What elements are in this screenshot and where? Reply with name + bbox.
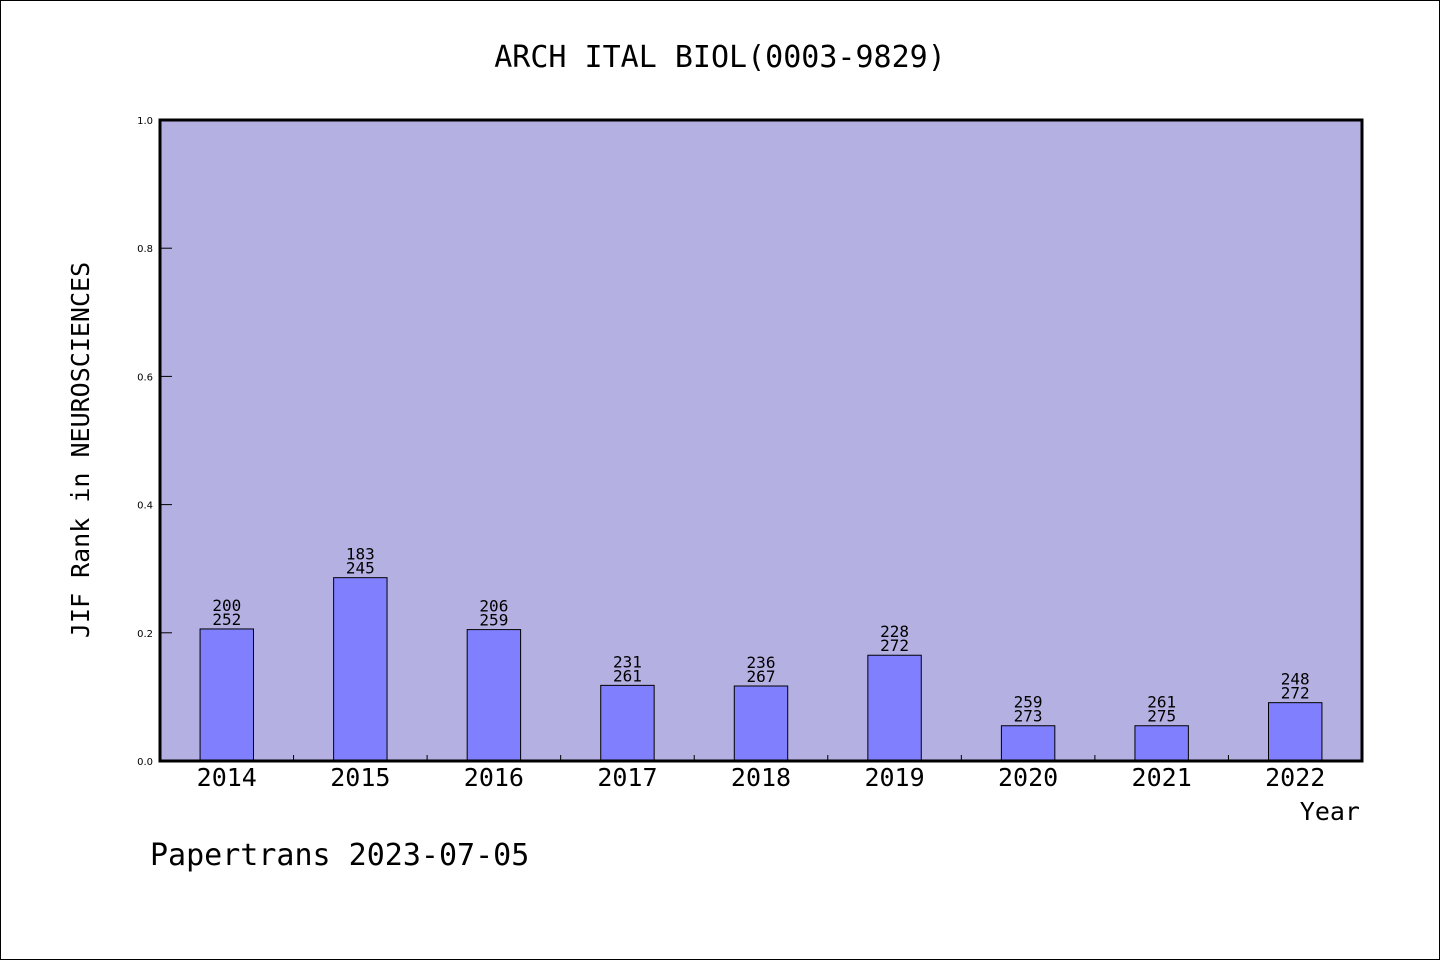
bar-total-label: 252	[212, 610, 241, 629]
bar-total-label: 245	[346, 559, 375, 578]
y-tick-label: 0.6	[137, 372, 153, 383]
bar-2014	[199, 628, 254, 762]
x-tick-label: 2018	[731, 763, 791, 792]
x-tick-label: 2020	[998, 763, 1058, 792]
y-tick-label: 0.2	[137, 629, 153, 640]
bar-total-label: 272	[1281, 684, 1310, 703]
y-tick-label: 0.8	[137, 244, 153, 255]
bar-2018	[733, 685, 789, 762]
bar-2022	[1268, 702, 1323, 762]
bar-rank-label: 236	[747, 653, 776, 672]
y-axis-label: JIF Rank in NEUROSCIENCES	[66, 262, 95, 638]
x-axis-label: Year	[1300, 797, 1360, 826]
x-tick-label: 2019	[864, 763, 924, 792]
x-tick-label: 2015	[330, 763, 390, 792]
y-tick-label: 1.0	[137, 116, 153, 127]
bar-rank-label: 248	[1281, 670, 1310, 689]
bar-rank-label: 206	[479, 597, 508, 616]
bar-rank-label: 183	[346, 545, 375, 564]
x-tick-label: 2016	[464, 763, 524, 792]
bar-2015	[333, 577, 388, 762]
bar-2020	[1000, 725, 1056, 762]
y-tick-label: 0.0	[137, 757, 153, 768]
x-tick-label: 2014	[197, 763, 257, 792]
y-tick-label: 0.4	[137, 501, 153, 512]
plot-border	[158, 118, 1364, 763]
chart-title: ARCH ITAL BIOL(0003-9829)	[494, 40, 946, 75]
bar-2017	[600, 684, 655, 762]
bar-2021	[1134, 725, 1189, 762]
bar-total-label: 275	[1147, 707, 1176, 726]
bar-rank-label: 261	[1147, 693, 1176, 712]
x-tick-label: 2021	[1132, 763, 1192, 792]
x-tick-label: 2017	[597, 763, 657, 792]
x-tick-label: 2022	[1265, 763, 1325, 792]
bar-total-label: 261	[613, 666, 642, 685]
bar-2016	[466, 629, 522, 762]
bar-rank-label: 259	[1014, 693, 1043, 712]
bar-rank-label: 228	[880, 622, 909, 641]
bar-total-label: 273	[1014, 707, 1043, 726]
bar-2019	[867, 654, 922, 762]
bar-total-label: 259	[479, 611, 508, 630]
footer-credit: Papertrans 2023-07-05	[150, 838, 529, 873]
x-axis-ticks: 2014 2015 2016 2017 2018 2019 2020 2021 2022	[197, 755, 1325, 792]
bar-rank-label: 231	[613, 652, 642, 671]
bar-rank-label: 200	[212, 596, 241, 615]
bar-total-label: 272	[880, 636, 909, 655]
bar-total-label: 267	[747, 667, 776, 686]
